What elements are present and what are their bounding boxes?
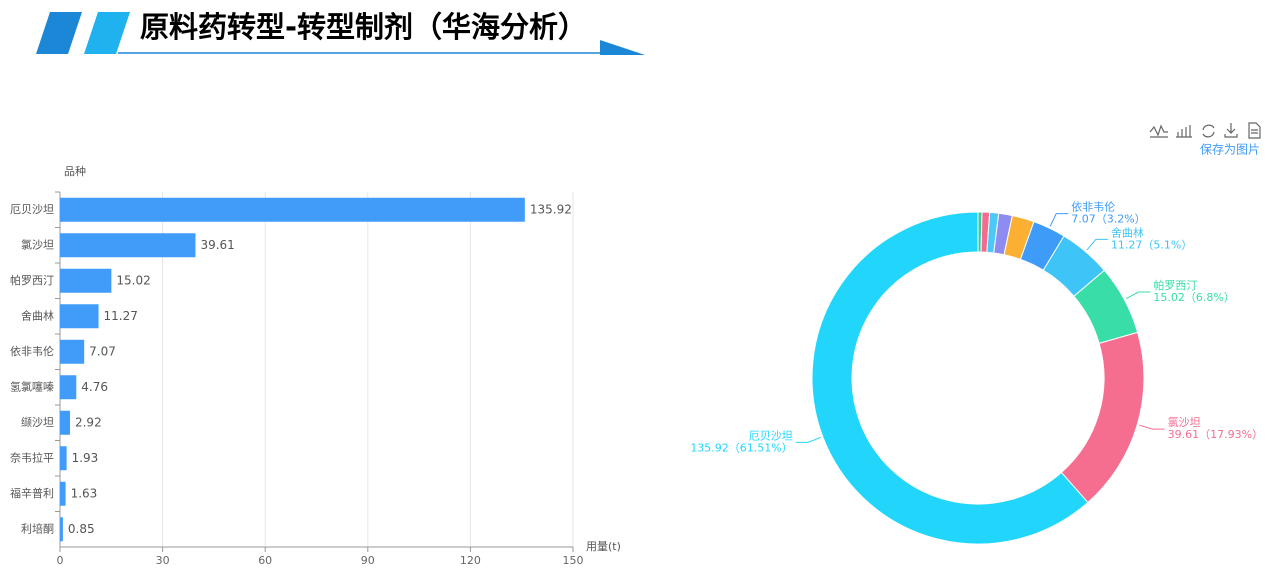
label-line: [795, 436, 822, 443]
y-tick-label: 利培酮: [21, 521, 54, 535]
label-line: [1139, 424, 1165, 430]
bar: [60, 268, 112, 293]
slice-value-label: 15.02（6.8%）: [1153, 291, 1234, 304]
label-line: [1049, 213, 1069, 227]
bar: [60, 410, 70, 435]
value-label: 39.61: [200, 238, 234, 252]
value-label: 1.63: [71, 486, 98, 500]
y-tick-label: 依非韦伦: [10, 344, 54, 358]
label-line: [1086, 238, 1108, 251]
bar: [60, 304, 99, 329]
y-tick-label: 福辛普利: [10, 486, 54, 500]
value-label: 1.93: [72, 451, 99, 465]
pie-slice: [1060, 331, 1145, 504]
line-icon[interactable]: [1149, 124, 1168, 138]
save-label[interactable]: 保存为图片: [1200, 143, 1260, 157]
value-label: 7.07: [89, 344, 116, 358]
slice-value-label: 135.92（61.51%）: [690, 441, 792, 454]
bar: [60, 339, 85, 364]
slice-label: 依非韦伦: [1071, 200, 1115, 214]
x-axis-label: 用量(t): [586, 540, 621, 553]
x-tick-label: 30: [156, 554, 170, 567]
value-label: 135.92: [530, 202, 572, 216]
y-tick-label: 帕罗西汀: [10, 273, 54, 287]
slice-label: 氯沙坦: [1168, 415, 1201, 429]
y-tick-label: 厄贝沙坦: [10, 202, 54, 216]
slice-value-label: 11.27（5.1%）: [1111, 238, 1192, 251]
bar: [60, 481, 66, 506]
dataview-icon[interactable]: [1248, 122, 1261, 139]
y-tick-label: 舍曲林: [21, 308, 54, 322]
slice-label: 厄贝沙坦: [749, 428, 793, 442]
restore-icon[interactable]: [1202, 124, 1215, 138]
y-tick-label: 奈韦拉平: [10, 450, 54, 464]
pie-slice: [811, 211, 1089, 545]
bar: [60, 233, 196, 258]
y-tick-label: 氢氯噻嗪: [10, 379, 54, 393]
value-label: 15.02: [116, 273, 150, 287]
value-label: 11.27: [104, 309, 138, 323]
toolbox: 保存为图片: [1149, 122, 1261, 157]
download-icon[interactable]: [1224, 123, 1238, 138]
slice-value-label: 39.61（17.93%）: [1168, 428, 1263, 441]
y-tick-label: 氯沙坦: [21, 237, 54, 251]
value-label: 2.92: [75, 415, 102, 429]
y-axis-label: 品种: [64, 164, 86, 178]
slice-label: 帕罗西汀: [1153, 278, 1197, 292]
bar-icon[interactable]: [1176, 125, 1192, 138]
bar: [60, 446, 67, 471]
y-tick-label: 缬沙坦: [21, 415, 54, 429]
x-tick-label: 60: [258, 554, 272, 567]
bar: [60, 517, 63, 542]
x-tick-label: 150: [563, 554, 584, 567]
label-line: [1125, 291, 1151, 300]
x-tick-label: 90: [361, 554, 375, 567]
bar: [60, 197, 525, 222]
x-tick-label: 120: [460, 554, 481, 567]
header-shape: [36, 12, 82, 54]
value-label: 0.85: [68, 522, 95, 536]
slice-label: 舍曲林: [1111, 225, 1144, 239]
page-title: 原料药转型-转型制剂（华海分析）: [140, 10, 587, 44]
x-tick-label: 0: [57, 554, 64, 567]
bar: [60, 375, 77, 400]
header-shape: [84, 12, 130, 54]
slice-value-label: 7.07（3.2%）: [1071, 213, 1145, 226]
value-label: 4.76: [81, 380, 108, 394]
header-shape: [600, 40, 645, 55]
